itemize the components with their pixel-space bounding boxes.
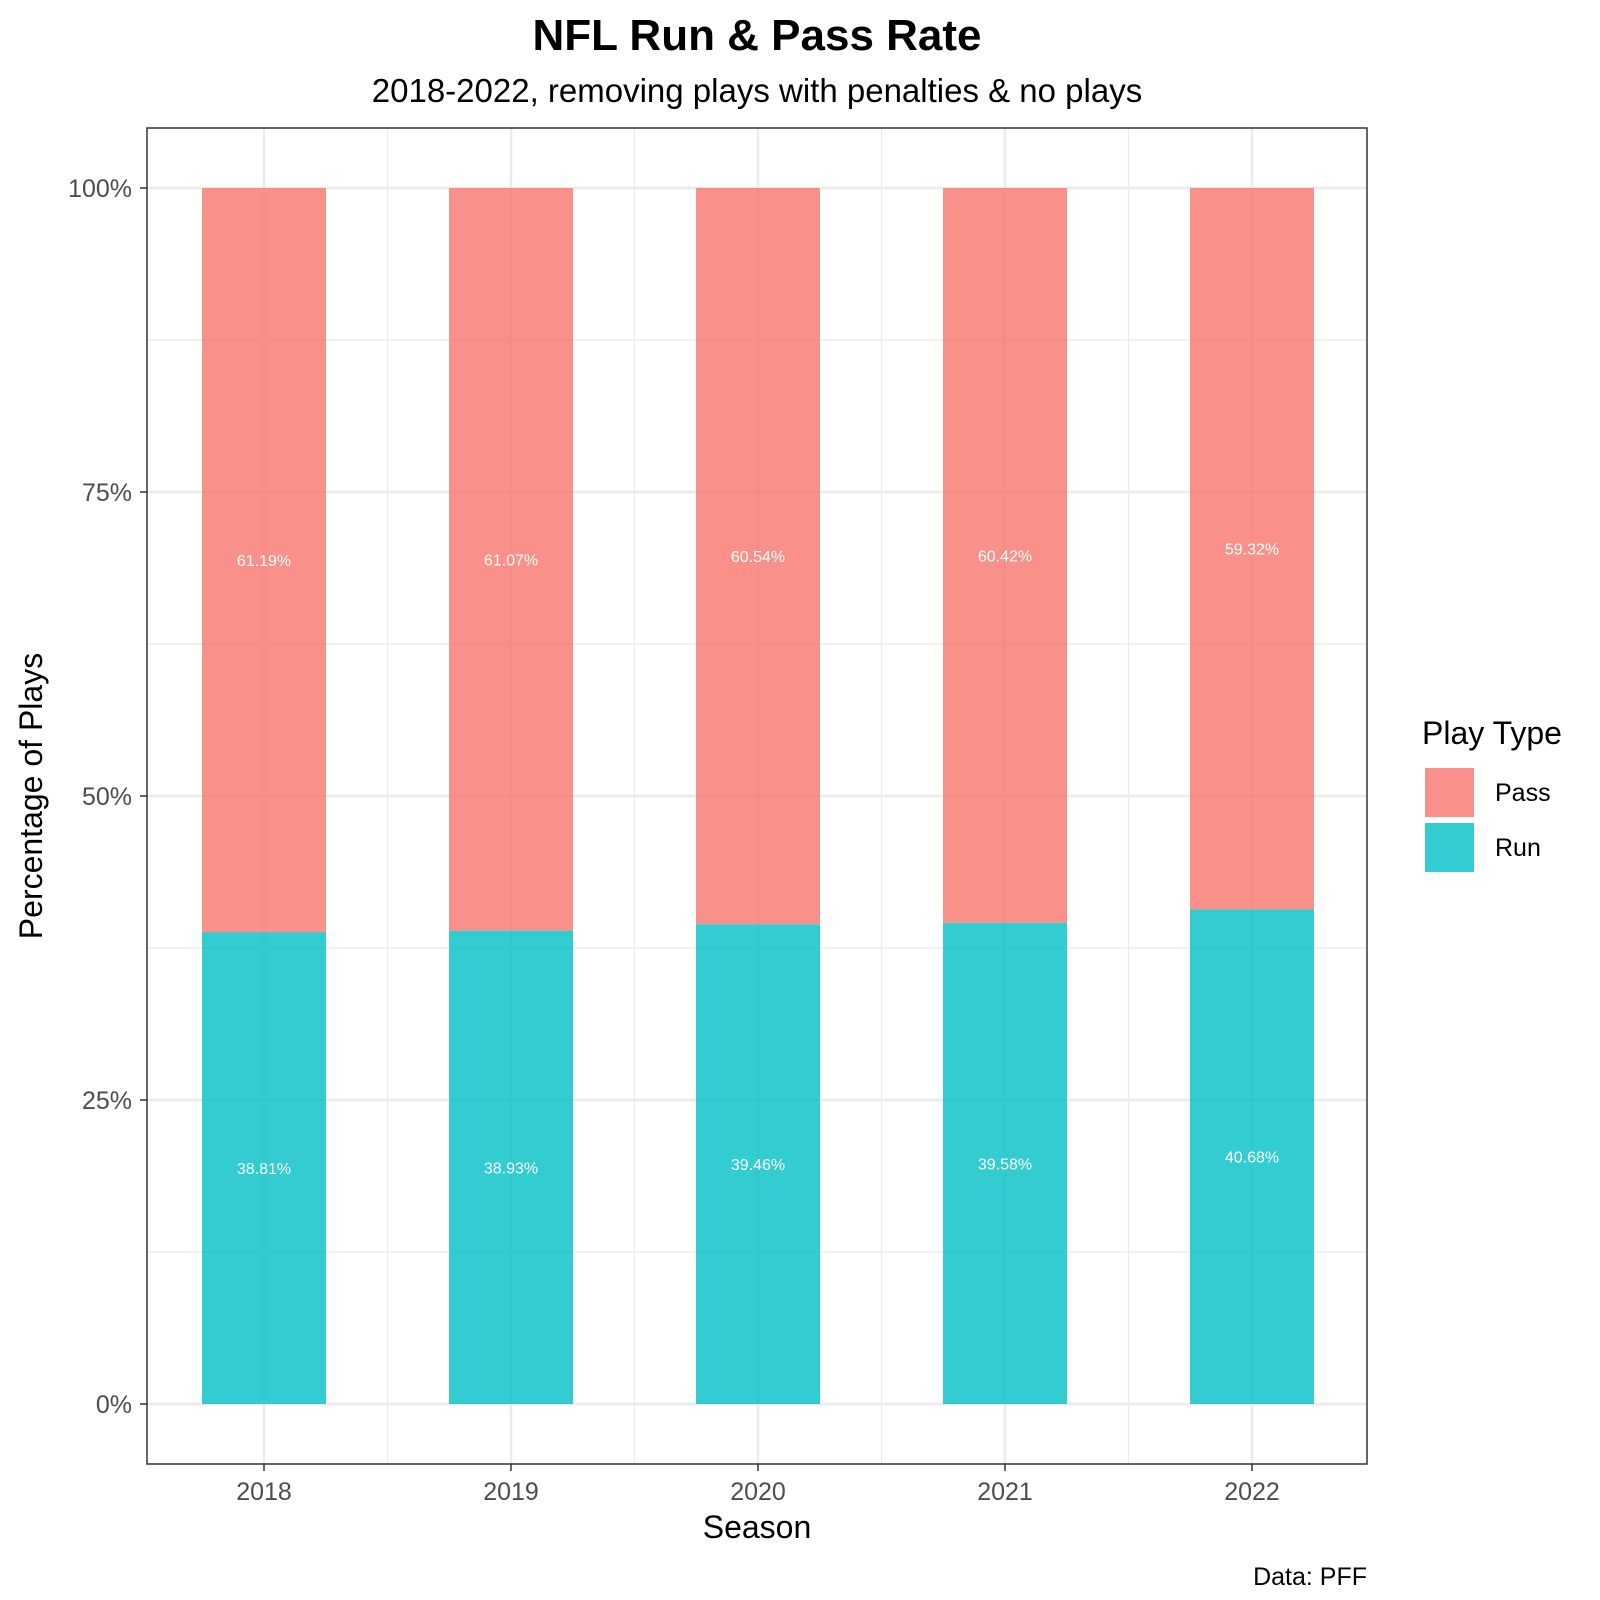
bar-run-2019 [449, 930, 573, 1404]
bar-label-run-2020: 39.46% [731, 1157, 785, 1174]
legend: Play Type Pass Run [1422, 715, 1562, 872]
bar-label-pass-2018: 61.19% [237, 553, 291, 570]
bar-label-pass-2020: 60.54% [731, 549, 785, 566]
bar-run-2020 [696, 924, 820, 1404]
bar-label-run-2018: 38.81% [237, 1161, 291, 1178]
bar-run-2018 [202, 932, 326, 1404]
y-tick-label: 25% [82, 1087, 132, 1115]
x-axis: 2018 2019 2020 2021 2022 [236, 1464, 1280, 1506]
bar-run-2022 [1190, 909, 1314, 1404]
y-axis: 0% 25% 50% 75% 100% [68, 175, 147, 1419]
y-axis-title: Percentage of Plays [13, 653, 49, 939]
x-tick-label: 2018 [236, 1478, 292, 1506]
bar-label-pass-2019: 61.07% [484, 552, 538, 569]
bar-label-pass-2022: 59.32% [1225, 542, 1279, 559]
chart-title: NFL Run & Pass Rate [532, 11, 981, 60]
x-tick-label: 2020 [730, 1478, 786, 1506]
bar-run-2021 [943, 922, 1067, 1404]
bar-pass-2020 [696, 188, 820, 925]
y-tick-label: 100% [68, 175, 132, 203]
bar-pass-2018 [202, 188, 326, 933]
bar-label-pass-2021: 60.42% [978, 548, 1032, 565]
bar-label-run-2022: 40.68% [1225, 1150, 1279, 1167]
y-tick-label: 50% [82, 783, 132, 811]
x-tick-label: 2022 [1224, 1478, 1280, 1506]
bar-pass-2021 [943, 188, 1067, 923]
legend-label-pass: Pass [1495, 779, 1551, 807]
chart-subtitle: 2018-2022, removing plays with penalties… [372, 72, 1142, 109]
x-tick-label: 2021 [977, 1478, 1033, 1506]
legend-label-run: Run [1495, 834, 1541, 862]
bar-label-run-2019: 38.93% [484, 1160, 538, 1177]
legend-key-pass [1425, 768, 1474, 817]
bar-label-run-2021: 39.58% [978, 1156, 1032, 1173]
bar-pass-2022 [1190, 188, 1314, 910]
y-tick-label: 0% [96, 1391, 132, 1419]
legend-title: Play Type [1422, 715, 1562, 751]
x-axis-title: Season [703, 1509, 812, 1545]
caption: Data: PFF [1253, 1563, 1367, 1591]
y-tick-label: 75% [82, 479, 132, 507]
x-tick-label: 2019 [483, 1478, 539, 1506]
bar-labels: 38.81% 61.19% 38.93% 61.07% 39.46% 60.54% 39.5… [237, 542, 1279, 1178]
bar-pass-2019 [449, 188, 573, 931]
legend-key-run [1425, 823, 1474, 872]
bars [202, 188, 1314, 1404]
